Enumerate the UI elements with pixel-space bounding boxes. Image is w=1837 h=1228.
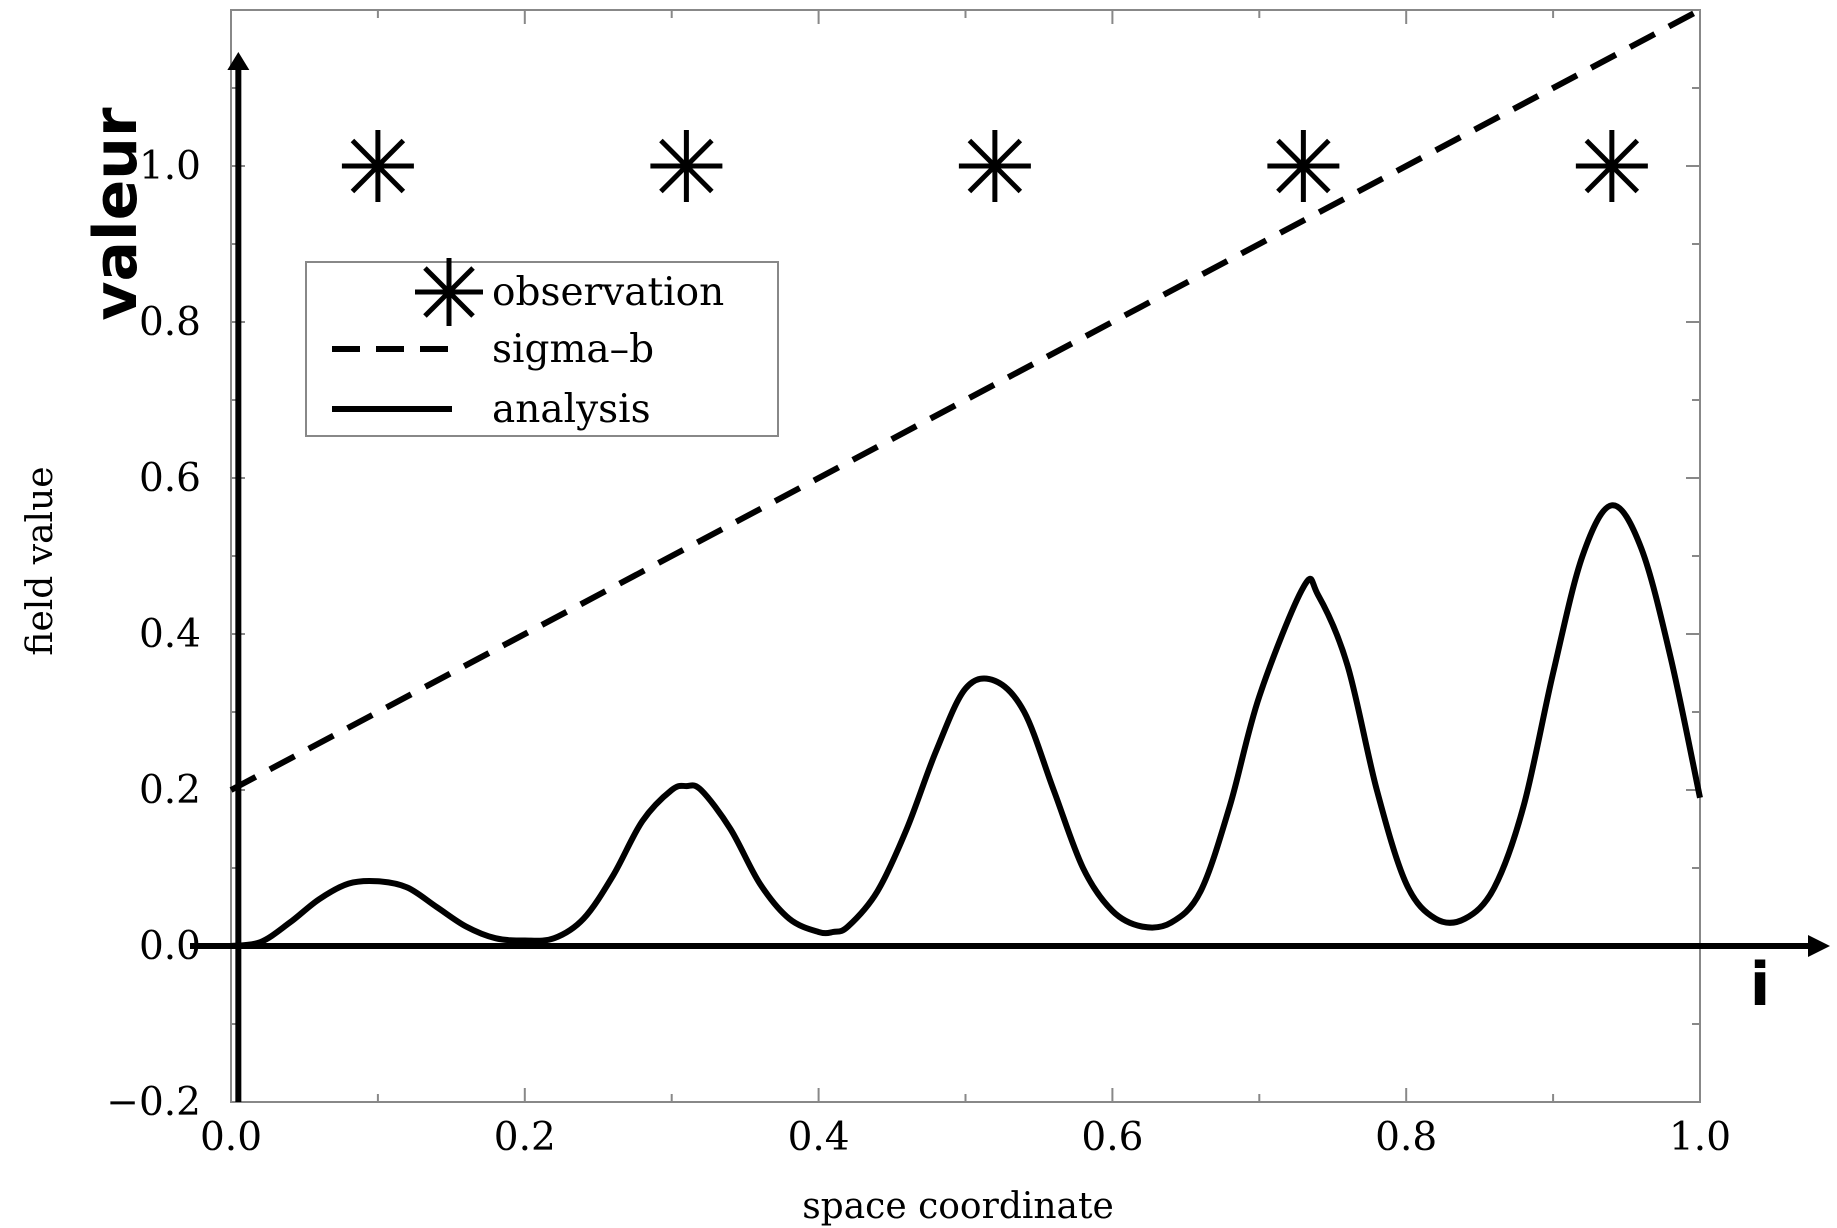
x-arrow-label: i	[1750, 950, 1771, 1020]
y-axis-title: field value	[20, 466, 61, 655]
observation-point	[341, 130, 414, 202]
asterisk-stroke	[967, 138, 1023, 194]
legend-asterisk	[415, 258, 483, 326]
observation-point	[958, 130, 1031, 202]
x-axis-title: space coordinate	[802, 1186, 1114, 1227]
x-tick-label: 0.2	[494, 1115, 556, 1160]
observation-point	[1575, 130, 1648, 202]
y-arrow-label: valeur	[81, 107, 151, 321]
y-tick-label: 0.4	[139, 612, 201, 657]
legend-observation-label: observation	[492, 270, 724, 315]
y-tick-label: −0.2	[106, 1080, 201, 1125]
x-tick-label: 0.6	[1081, 1115, 1143, 1160]
observation-point	[1267, 130, 1340, 202]
legend-sigma-b-label: sigma–b	[492, 327, 654, 372]
ticks: 0.0 0.2 0.4 0.6 0.8 1.0−0.20.00.20.40.60.81.0	[106, 10, 1731, 1160]
series-analysis-line	[230, 502, 1703, 949]
asterisk-stroke	[659, 138, 714, 194]
legend-observation-marker	[415, 258, 483, 326]
x-tick-label: 0.0	[200, 1115, 262, 1160]
asterisk-stroke	[1584, 138, 1640, 194]
series	[229, 7, 1703, 949]
x-tick-label: 0.8	[1375, 1115, 1437, 1160]
y-tick-label: 1.0	[139, 144, 201, 189]
y-arrow-head	[227, 52, 250, 70]
observation-point	[650, 130, 723, 202]
legend-analysis-label: analysis	[492, 387, 651, 432]
legend: observation sigma–b analysis	[305, 258, 779, 437]
y-tick-label: 0.6	[139, 456, 201, 501]
x-tick-label: 0.4	[788, 1115, 850, 1160]
plot-frame	[230, 9, 1701, 1103]
x-arrow-head	[1808, 935, 1830, 957]
y-tick-label: 0.8	[139, 300, 201, 345]
x-tick-label: 1.0	[1669, 1115, 1731, 1160]
asterisk-stroke	[423, 266, 475, 318]
asterisk-stroke	[350, 138, 406, 194]
asterisk-stroke	[1276, 138, 1331, 194]
y-tick-label: 0.2	[139, 768, 201, 813]
series-sigma-b-line	[229, 7, 1702, 793]
arrow-axes	[190, 52, 1830, 1102]
